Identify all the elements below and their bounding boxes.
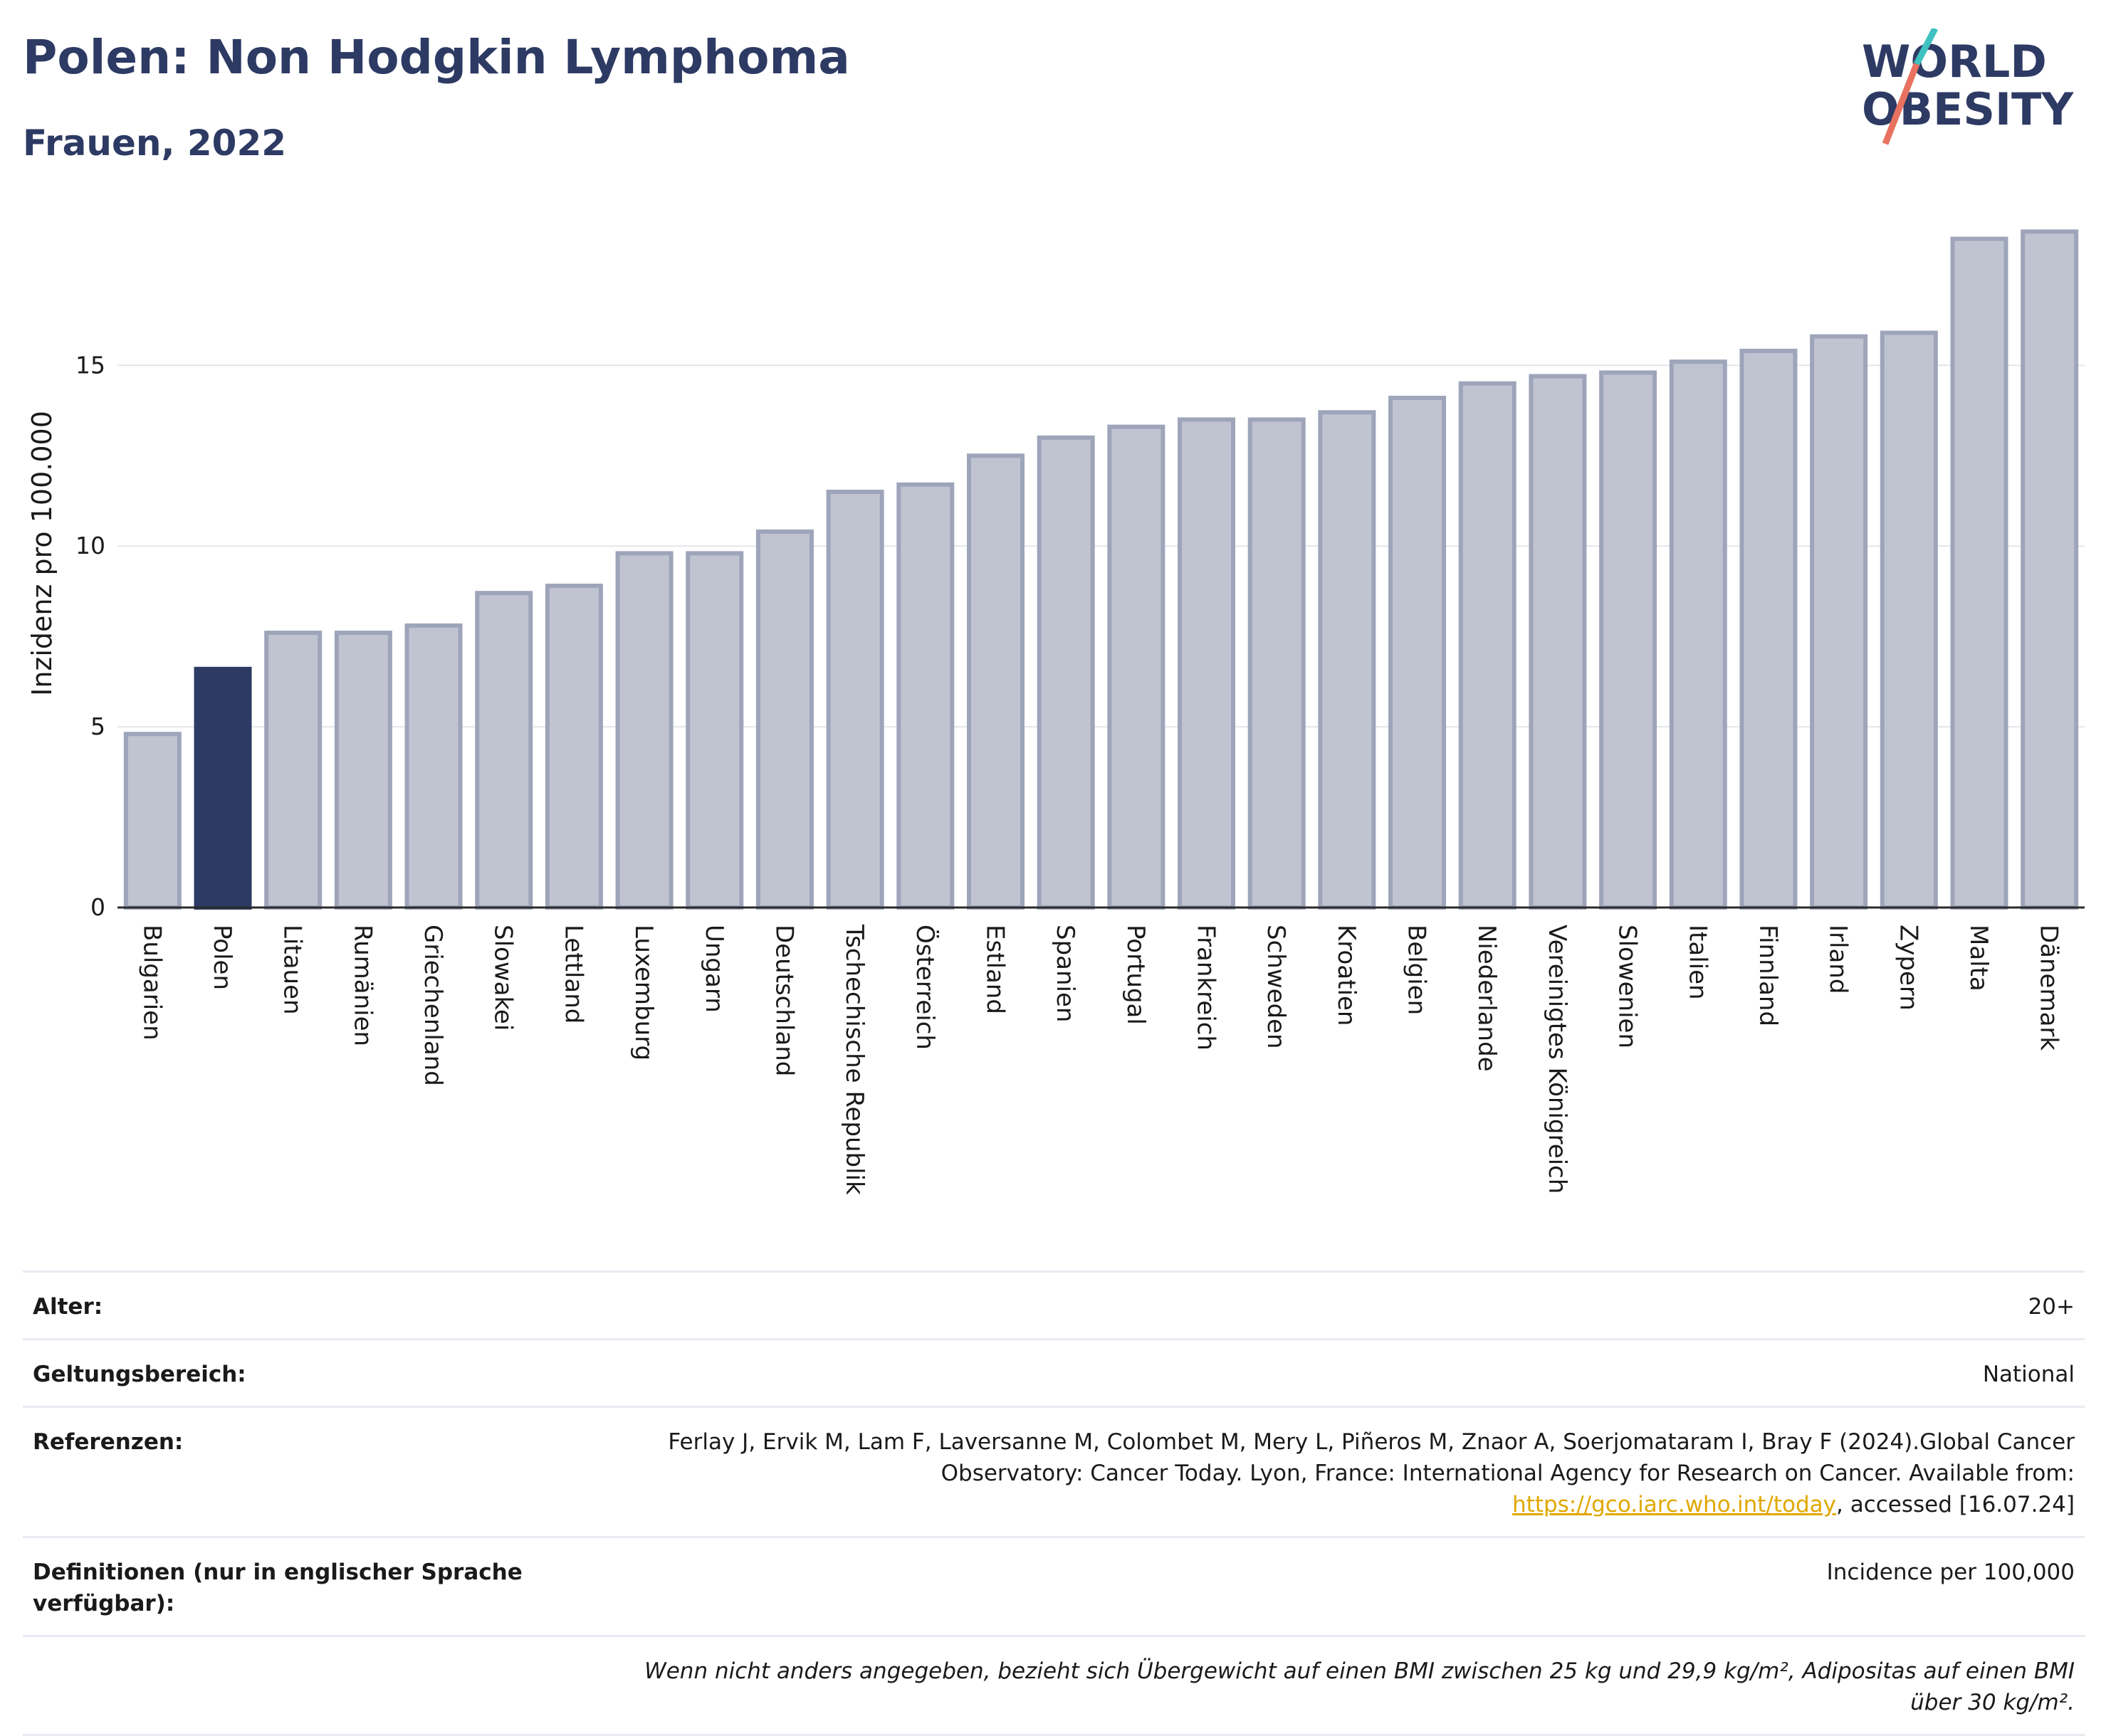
bar [264,631,323,910]
meta-row-references: Referenzen: Ferlay J, Ervik M, Lam F, La… [23,1406,2085,1536]
x-tick-label: Luxemburg [629,925,658,1061]
logo-line1: WORLD [1862,36,2047,88]
bar [475,591,533,910]
bar [966,453,1025,910]
bar [1247,417,1306,910]
x-tick-label: Finnland [1754,925,1782,1026]
world-obesity-logo: WORLD OBESITY [1862,28,2074,145]
bar [1178,417,1236,910]
x-tick-label: Portugal [1121,925,1150,1025]
x-tick-label: Belgien [1403,925,1431,1015]
x-tick-label: Frankreich [1192,925,1220,1051]
x-tick-label: Polen [208,925,236,990]
bar [404,623,463,910]
bar [334,631,392,910]
x-tick-label: Ungarn [700,925,728,1013]
bar [1599,370,1657,910]
bar [1739,348,1798,910]
bar-chart: 0 5 10 15 Inzidenz pro 100.000 Bulgarien Polen… [26,229,2085,1195]
bar [1458,381,1516,910]
scope-value: National [1982,1362,2075,1387]
x-tick-label: Vereinigtes Königreich [1543,925,1571,1194]
bar [686,551,744,910]
x-tick-label: Slowakei [489,925,518,1031]
bar [755,529,814,910]
references-label: Referenzen: [33,1429,184,1455]
x-tick-label: Litauen [278,925,307,1015]
bar [1950,236,2008,910]
x-tick-label: Tschechische Republik [840,924,869,1195]
definitions-value: Incidence per 100,000 [1826,1559,2075,1585]
bar [1880,330,1938,910]
x-tick-label: Slowenien [1613,925,1642,1048]
meta-row-note: Wenn nicht anders angegeben, bezieht sic… [23,1635,2085,1736]
x-tick-label: Kroatien [1332,925,1361,1026]
x-tick-label: Schweden [1262,925,1290,1049]
bar [896,482,955,910]
bar [1669,359,1727,910]
y-tick-label: 15 [75,351,105,379]
meta-row-scope: Geltungsbereich: National [23,1338,2085,1406]
bar [1318,410,1376,910]
references-value: Ferlay J, Ervik M, Lam F, Laversanne M, … [615,1426,2075,1520]
x-tick-label: Rumänien [348,925,377,1046]
x-tick-label: Niederlande [1472,925,1501,1072]
x-tick-label: Österreich [911,925,940,1050]
scope-label: Geltungsbereich: [33,1362,246,1387]
chart-subtitle: Frauen, 2022 [23,122,287,164]
x-tick-label: Lettland [559,925,587,1024]
x-tick-label: Deutschland [770,925,798,1076]
definitions-label: Definitionen (nur in englischer Sprache … [33,1559,523,1616]
bar [615,551,674,910]
meta-row-definitions: Definitionen (nur in englischer Sprache … [23,1536,2085,1635]
y-tick-label: 10 [75,532,105,559]
age-value: 20+ [2028,1294,2075,1320]
bar [1810,334,1868,910]
x-tick-label: Griechenland [419,925,447,1086]
x-tick-label: Spanien [1051,925,1079,1022]
x-tick-label: Estland [980,925,1009,1014]
y-tick-label: 0 [90,893,105,921]
references-link[interactable]: https://gco.iarc.who.int/today [1512,1492,1836,1517]
bar [1529,374,1587,910]
x-tick-label: Malta [1964,925,1993,991]
y-axis-title: Inzidenz pro 100.000 [26,411,58,696]
metadata-table: Alter: 20+ Geltungsbereich: National Ref… [23,1271,2085,1736]
age-label: Alter: [33,1294,103,1320]
bar [2021,229,2079,910]
x-tick-label: Zypern [1894,925,1922,1011]
x-tick-label: Dänemark [2035,925,2063,1051]
bar [194,666,252,910]
x-tick-label: Italien [1683,925,1712,1000]
bmi-note: Wenn nicht anders angegeben, bezieht sic… [644,1658,2075,1715]
x-tick-label: Irland [1824,925,1853,994]
bar [1037,435,1095,910]
bar [545,584,603,910]
y-tick-label: 5 [90,712,105,740]
bar [1107,424,1165,910]
bar [826,490,884,910]
bar [123,732,182,910]
meta-row-age: Alter: 20+ [23,1271,2085,1338]
bar [1388,395,1447,910]
references-accessed: , accessed [16.07.24] [1835,1492,2075,1517]
x-tick-label: Bulgarien [137,925,166,1041]
references-text: Ferlay J, Ervik M, Lam F, Laversanne M, … [668,1429,2075,1486]
chart-title: Polen: Non Hodgkin Lymphoma [23,30,850,85]
